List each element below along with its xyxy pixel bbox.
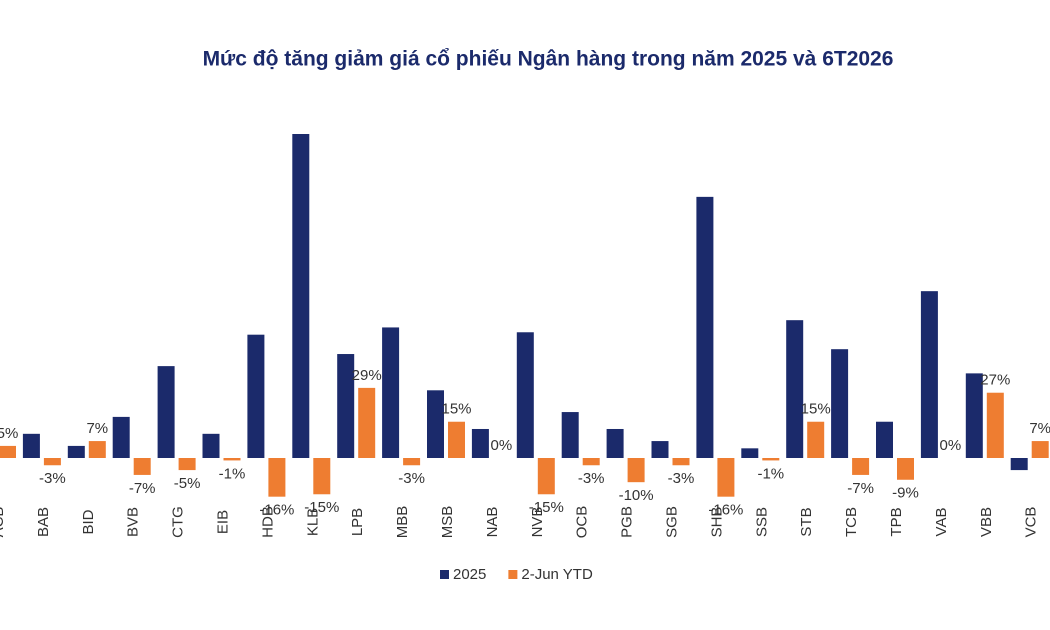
bar <box>292 134 310 458</box>
value-label: 15% <box>801 401 831 418</box>
bar <box>516 332 534 458</box>
x-tick-label: BVB <box>125 507 142 537</box>
value-label: -16% <box>708 502 743 519</box>
bar <box>358 387 376 458</box>
bar <box>427 390 444 458</box>
bar <box>897 458 914 480</box>
bar <box>202 433 220 458</box>
x-tick-label: OCB <box>574 506 591 539</box>
x-tick-label: TPB <box>888 507 905 536</box>
value-label: -15% <box>304 499 339 516</box>
bar <box>1010 458 1028 471</box>
bar <box>920 291 938 458</box>
x-tick-label: TCB <box>843 507 860 537</box>
bar <box>807 421 825 458</box>
bar <box>471 428 489 458</box>
bar <box>786 320 804 458</box>
x-tick-label: STB <box>798 507 815 536</box>
bar <box>112 416 130 458</box>
value-label: -10% <box>619 487 654 504</box>
x-tick-label: ACB <box>0 507 7 538</box>
bar <box>852 458 870 475</box>
bar <box>448 421 465 458</box>
bar <box>1031 441 1049 458</box>
bar <box>223 458 241 461</box>
legend-label: 2025 <box>453 566 486 583</box>
x-tick-label: VBB <box>978 507 995 537</box>
value-label: -5% <box>174 475 201 492</box>
value-label: 7% <box>1029 420 1050 437</box>
bar <box>313 458 331 495</box>
x-tick-label: VAB <box>933 508 950 537</box>
bar <box>965 373 983 458</box>
value-label: 7% <box>86 420 108 437</box>
x-tick-label: NVB <box>529 507 546 538</box>
bar <box>157 366 175 458</box>
chart-title: Mức độ tăng giảm giá cổ phiếu Ngân hàng … <box>203 48 894 71</box>
bar <box>382 327 400 458</box>
x-tick-label: LPB <box>349 508 366 536</box>
bar <box>247 334 265 458</box>
x-tick-label: SGB <box>663 506 680 538</box>
value-label: -16% <box>259 502 294 519</box>
bar <box>651 441 669 458</box>
legend-swatch <box>508 570 518 579</box>
bar <box>537 458 555 495</box>
value-label: 29% <box>352 367 382 384</box>
x-tick-label: MSB <box>439 506 456 539</box>
value-label: 15% <box>441 401 471 418</box>
x-tick-label: CTG <box>170 506 187 538</box>
value-label: -7% <box>129 480 156 497</box>
value-label: -7% <box>847 480 874 497</box>
value-label: -1% <box>219 465 246 482</box>
bar <box>606 428 624 458</box>
x-tick-label: PGB <box>619 506 636 538</box>
value-label: -9% <box>892 485 919 502</box>
x-tick-label: VCB <box>1023 507 1040 538</box>
bar <box>133 458 151 475</box>
x-tick-label: MBB <box>394 506 411 539</box>
x-tick-label: EIB <box>214 510 231 534</box>
bar <box>741 448 759 458</box>
value-label: -3% <box>578 470 605 487</box>
x-tick-label: BID <box>80 509 97 534</box>
value-label: 5% <box>0 425 18 442</box>
legend-swatch <box>440 570 449 579</box>
value-label: -15% <box>529 499 564 516</box>
bar <box>337 354 355 458</box>
x-tick-label: SSB <box>753 507 770 537</box>
value-label: 27% <box>980 372 1010 389</box>
bar <box>403 458 421 466</box>
bar <box>717 458 735 497</box>
bar <box>582 458 600 466</box>
bar <box>561 412 579 458</box>
x-tick-label: SHB <box>708 507 725 538</box>
bar <box>178 458 196 471</box>
bar <box>986 392 1004 458</box>
value-label: -3% <box>668 470 695 487</box>
legend-label: 2-Jun YTD <box>521 566 593 583</box>
value-label: -3% <box>39 470 66 487</box>
bar <box>696 196 714 459</box>
value-label: -3% <box>398 470 425 487</box>
bar <box>627 458 645 483</box>
value-label: -1% <box>757 465 784 482</box>
bar <box>672 458 690 466</box>
value-label: 0% <box>491 437 513 454</box>
bar <box>0 445 16 458</box>
bar <box>88 441 106 458</box>
bar <box>43 458 61 466</box>
bar <box>762 458 780 461</box>
value-label: 0% <box>940 437 962 454</box>
bar <box>67 445 85 458</box>
x-tick-label: HDB <box>259 506 276 538</box>
x-tick-label: BAB <box>35 507 52 537</box>
x-tick-label: NAB <box>484 507 501 538</box>
x-tick-label: KLB <box>304 508 321 536</box>
bar <box>831 349 849 458</box>
bar <box>876 421 893 458</box>
bar <box>268 458 286 497</box>
bar <box>22 433 40 458</box>
